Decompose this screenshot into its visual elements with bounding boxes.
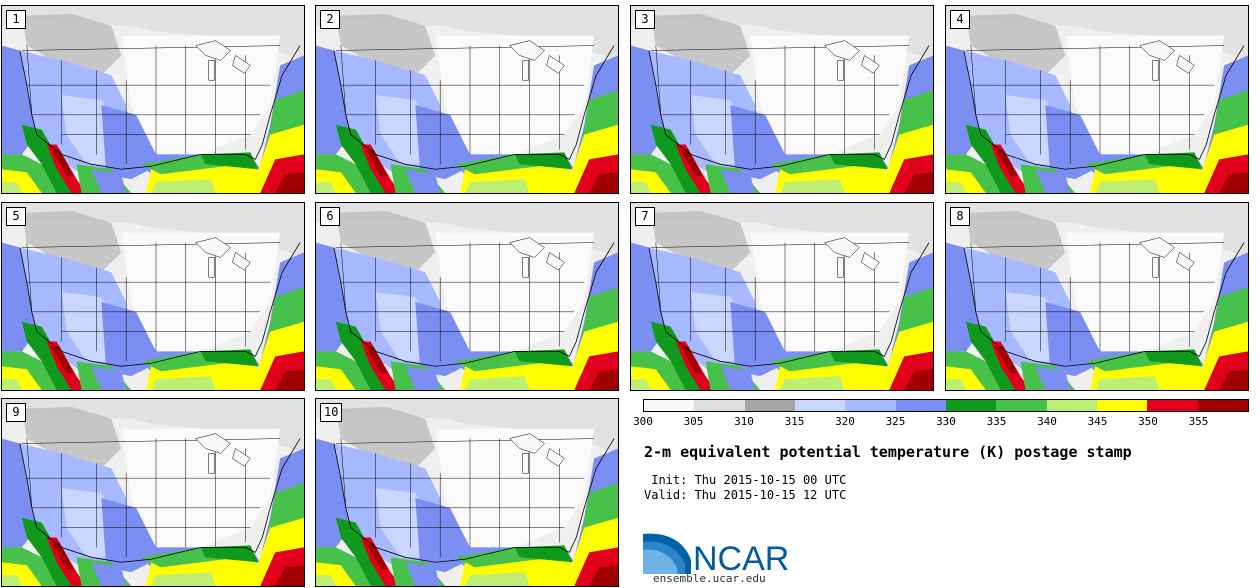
member-number: 7 <box>635 207 655 226</box>
colorbar-cell <box>1197 400 1248 411</box>
member-number: 6 <box>320 207 340 226</box>
colorbar-tick-label: 345 <box>1087 415 1108 428</box>
colorbar-cell <box>945 400 997 411</box>
member-map-6: 6 <box>315 202 619 391</box>
colorbar-cell <box>1147 400 1198 411</box>
member-number: 5 <box>6 207 26 226</box>
member-map-10: 10 <box>315 398 619 587</box>
member-number: 4 <box>950 10 970 29</box>
member-number: 8 <box>950 207 970 226</box>
colorbar-cell <box>996 400 1047 411</box>
member-map-2: 2 <box>315 5 619 194</box>
valid-time: Valid: Thu 2015-10-15 12 UTC <box>644 488 847 502</box>
colorbar-cell <box>845 400 896 411</box>
member-map-5: 5 <box>1 202 305 391</box>
member-number: 10 <box>320 403 343 422</box>
colorbar-cell <box>895 400 946 411</box>
chart-title: 2-m equivalent potential temperature (K)… <box>644 443 1132 461</box>
colorbar-tick-label: 320 <box>835 415 855 428</box>
member-number: 9 <box>6 403 26 422</box>
member-number: 2 <box>320 10 340 29</box>
colorbar-tick-label: 335 <box>986 415 1007 428</box>
colorbar-tick-label: 315 <box>784 415 805 428</box>
colorbar-tick-label: 310 <box>734 415 754 428</box>
colorbar-cell <box>644 400 695 411</box>
ncar-logo: NCAR <box>643 533 789 574</box>
url-text: ensemble.ucar.edu <box>653 572 766 585</box>
colorbar <box>643 399 1249 412</box>
init-time: Init: Thu 2015-10-15 00 UTC <box>644 473 847 487</box>
colorbar-tick-label: 325 <box>885 415 906 428</box>
colorbar-cell <box>694 400 745 411</box>
member-number: 1 <box>6 10 26 29</box>
member-map-7: 7 <box>630 202 934 391</box>
member-map-4: 4 <box>945 5 1249 194</box>
colorbar-tick-label: 340 <box>1037 415 1057 428</box>
member-map-1: 1 <box>1 5 305 194</box>
colorbar-cell <box>794 400 846 411</box>
member-map-8: 8 <box>945 202 1249 391</box>
colorbar-cell <box>1046 400 1097 411</box>
member-map-9: 9 <box>1 398 305 587</box>
colorbar-tick-label: 300 <box>633 415 653 428</box>
colorbar-tick-label: 350 <box>1138 415 1158 428</box>
colorbar-cell <box>744 400 795 411</box>
member-map-3: 3 <box>630 5 934 194</box>
colorbar-cell <box>1096 400 1148 411</box>
member-number: 3 <box>635 10 655 29</box>
colorbar-tick-label: 355 <box>1188 415 1209 428</box>
colorbar-tick-label: 330 <box>936 415 956 428</box>
colorbar-tick-label: 305 <box>683 415 704 428</box>
svg-text:NCAR: NCAR <box>693 540 789 574</box>
